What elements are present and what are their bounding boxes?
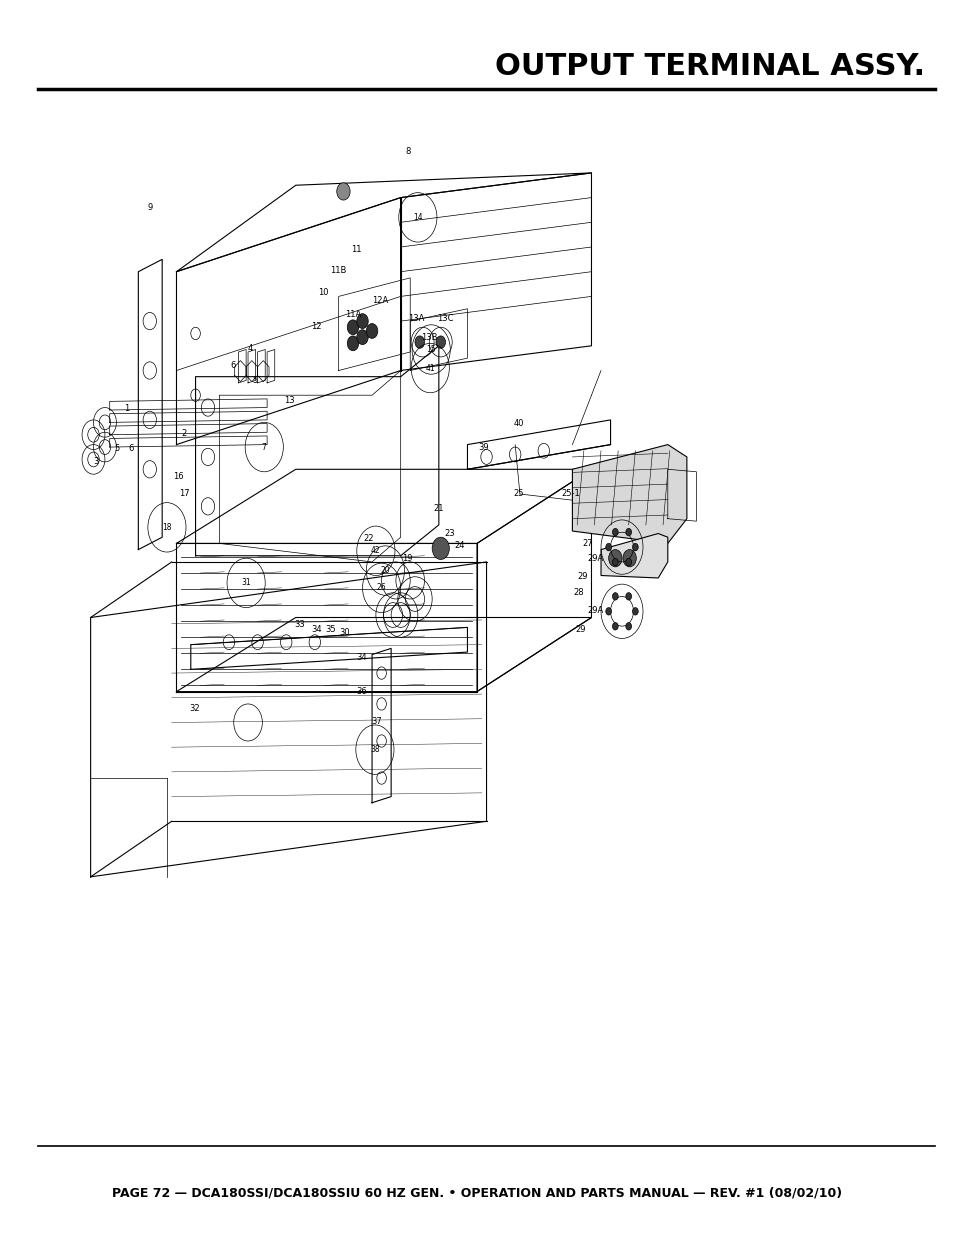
Text: 20: 20: [380, 566, 390, 576]
Text: 16: 16: [172, 472, 183, 482]
Circle shape: [622, 550, 636, 567]
Polygon shape: [572, 445, 686, 543]
Text: 11A: 11A: [345, 310, 361, 320]
Text: 29: 29: [577, 572, 587, 582]
Text: 5: 5: [253, 375, 258, 385]
Circle shape: [612, 622, 618, 630]
Text: 5: 5: [114, 443, 120, 453]
Text: 13A: 13A: [408, 314, 424, 324]
Text: 42: 42: [371, 546, 380, 556]
Text: 39: 39: [477, 442, 488, 452]
Text: 24: 24: [454, 541, 464, 551]
Text: 23: 23: [444, 529, 455, 538]
Circle shape: [625, 593, 631, 600]
Text: 3: 3: [93, 457, 99, 467]
Text: OUTPUT TERMINAL ASSY.: OUTPUT TERMINAL ASSY.: [495, 52, 924, 80]
Text: 11: 11: [351, 245, 361, 254]
Text: 38: 38: [370, 745, 379, 755]
Text: 13B: 13B: [420, 332, 436, 342]
Text: 14: 14: [413, 212, 422, 222]
Circle shape: [432, 537, 449, 559]
Text: 11B: 11B: [330, 266, 346, 275]
Circle shape: [625, 529, 631, 536]
Circle shape: [605, 543, 611, 551]
Circle shape: [605, 608, 611, 615]
Circle shape: [347, 336, 358, 351]
Circle shape: [366, 324, 377, 338]
Text: 4: 4: [248, 343, 253, 353]
Circle shape: [415, 336, 424, 348]
Text: 1: 1: [124, 404, 130, 414]
Text: 6: 6: [129, 443, 134, 453]
Circle shape: [608, 550, 621, 567]
Circle shape: [612, 593, 618, 600]
Text: 34: 34: [356, 652, 367, 662]
Text: 30: 30: [339, 627, 350, 637]
Text: 35: 35: [325, 625, 335, 635]
Text: 17: 17: [179, 489, 190, 499]
Text: 36: 36: [356, 687, 367, 697]
Text: 29A: 29A: [587, 605, 603, 615]
Circle shape: [356, 314, 368, 329]
Text: 21: 21: [433, 504, 443, 514]
Circle shape: [625, 622, 631, 630]
Text: 18: 18: [162, 522, 172, 532]
Text: 37: 37: [371, 716, 381, 726]
Text: 41: 41: [425, 363, 435, 373]
Text: 10: 10: [317, 288, 328, 298]
Text: 7: 7: [261, 442, 267, 452]
Text: 25: 25: [513, 489, 523, 499]
Circle shape: [612, 529, 618, 536]
Text: 12: 12: [311, 321, 321, 331]
Circle shape: [336, 183, 350, 200]
Circle shape: [347, 320, 358, 335]
Circle shape: [632, 543, 638, 551]
Text: 6: 6: [230, 361, 235, 370]
Circle shape: [612, 558, 618, 566]
Circle shape: [632, 608, 638, 615]
Text: 8: 8: [405, 147, 411, 157]
Polygon shape: [600, 534, 667, 578]
Text: 29A: 29A: [587, 553, 603, 563]
Text: 12A: 12A: [372, 295, 388, 305]
Text: 31: 31: [241, 578, 251, 588]
Text: 40: 40: [513, 419, 523, 429]
Text: 32: 32: [189, 704, 199, 714]
Circle shape: [625, 558, 631, 566]
Circle shape: [356, 330, 368, 345]
Text: PAGE 72 — DCA180SSI/DCA180SSIU 60 HZ GEN. • OPERATION AND PARTS MANUAL — REV. #1: PAGE 72 — DCA180SSI/DCA180SSIU 60 HZ GEN…: [112, 1187, 841, 1199]
Text: 33: 33: [294, 620, 304, 630]
Text: 28: 28: [573, 588, 583, 598]
Text: 15: 15: [426, 345, 436, 354]
Text: 22: 22: [363, 534, 374, 543]
Text: 26: 26: [376, 583, 386, 593]
Text: 25-1: 25-1: [560, 489, 579, 499]
Text: 9: 9: [148, 203, 153, 212]
Circle shape: [436, 336, 445, 348]
Text: 29: 29: [575, 625, 585, 635]
Text: 27: 27: [581, 538, 592, 548]
Text: 2: 2: [181, 429, 187, 438]
Text: 13C: 13C: [436, 314, 453, 324]
Text: 34: 34: [311, 625, 321, 635]
Text: 13: 13: [284, 395, 294, 405]
Text: 19: 19: [402, 553, 413, 563]
